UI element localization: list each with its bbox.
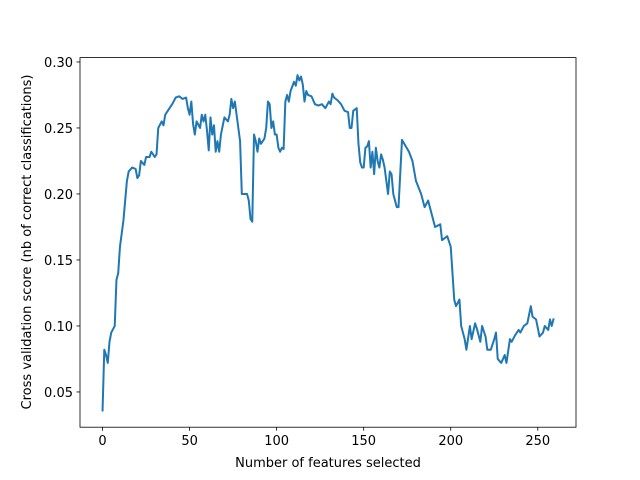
x-tick-label: 50: [181, 434, 198, 449]
x-tick-label: 0: [98, 434, 106, 449]
y-tick-label: 0.25: [44, 122, 73, 137]
x-axis-label: Number of features selected: [235, 456, 421, 471]
x-tick-label: 100: [264, 434, 289, 449]
y-tick-label: 0.30: [44, 56, 73, 71]
data-line: [101, 74, 555, 412]
x-tick-label: 200: [438, 434, 463, 449]
y-tick-label: 0.20: [44, 188, 73, 203]
x-tick-label: 150: [351, 434, 376, 449]
y-axis-label: Cross validation score (nb of correct cl…: [20, 75, 35, 410]
y-tick-label: 0.10: [44, 320, 73, 335]
x-tick-label: 250: [525, 434, 550, 449]
y-tick-label: 0.05: [44, 386, 73, 401]
y-tick-label: 0.15: [44, 254, 73, 269]
plot-frame: [79, 57, 577, 428]
